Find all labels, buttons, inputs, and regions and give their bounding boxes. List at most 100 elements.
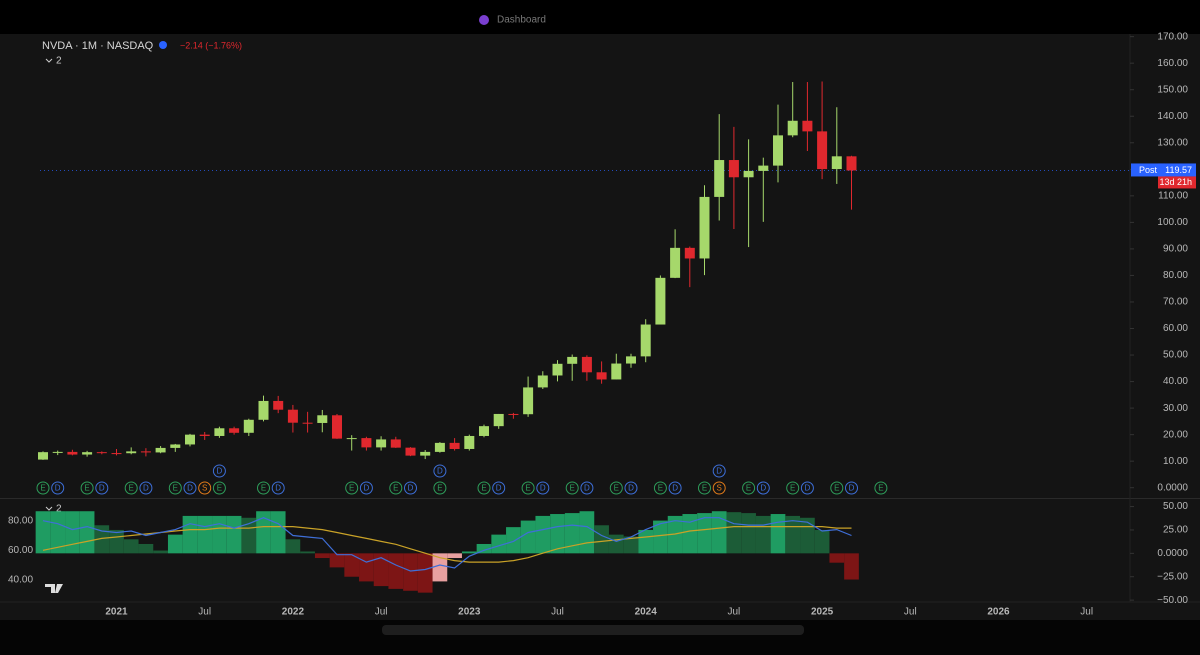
histogram-bar	[314, 553, 330, 559]
candle-body	[258, 400, 269, 420]
candle-body	[846, 156, 857, 171]
event-label: E	[746, 484, 751, 493]
histogram-bar	[829, 553, 845, 563]
candle-body	[479, 426, 489, 436]
histogram-bar	[520, 520, 536, 554]
y2-tick-label: 0.0000	[1157, 548, 1188, 559]
event-marker	[698, 481, 711, 495]
candle-body	[214, 428, 225, 436]
histogram-bar	[94, 525, 110, 554]
histogram-bar	[153, 550, 168, 554]
x-tick-label: 2026	[987, 607, 1010, 618]
y-tick-label: 110.00	[1158, 190, 1188, 201]
y-tick-label: 10.00	[1163, 456, 1188, 467]
bottom-toolbar[interactable]	[382, 625, 804, 635]
event-label: E	[349, 484, 354, 493]
histogram-bar	[359, 553, 374, 582]
indicator-count[interactable]: 2	[56, 56, 62, 67]
event-marker	[756, 481, 770, 495]
y-tick-label: 160.00	[1157, 58, 1188, 69]
histogram-bar	[653, 520, 668, 554]
event-label: D	[217, 467, 223, 476]
candle-body	[640, 324, 651, 357]
collapse-chevron[interactable]	[45, 506, 53, 511]
event-marker	[359, 481, 373, 495]
histogram-bar	[785, 515, 801, 554]
candle-body	[434, 442, 445, 452]
event-label: D	[540, 484, 546, 493]
event-marker	[168, 481, 182, 495]
event-label: E	[878, 484, 883, 493]
histogram-bar	[711, 511, 727, 554]
y-tick-label: 60.00	[1163, 323, 1188, 334]
event-label: S	[717, 484, 722, 493]
collapse-chevron[interactable]	[45, 58, 53, 63]
histogram-bar	[329, 553, 345, 568]
candle-body	[611, 363, 622, 380]
event-marker	[565, 481, 579, 495]
event-marker	[51, 481, 65, 495]
event-label: D	[55, 484, 61, 493]
candle-body	[537, 375, 548, 388]
event-label: E	[217, 484, 222, 493]
histogram-bar	[844, 553, 859, 580]
candle-body	[376, 439, 387, 448]
histogram-bar	[579, 511, 595, 554]
histogram-bar	[638, 529, 654, 554]
histogram-bar	[344, 553, 360, 577]
event-label: D	[143, 484, 149, 493]
candle-body	[626, 356, 636, 364]
last-price-label: 119.57	[1165, 165, 1192, 175]
event-marker	[257, 481, 270, 495]
y-tick-label: 170.00	[1157, 31, 1188, 42]
histogram-bar	[682, 514, 698, 554]
x-tick-label: Jul	[198, 607, 211, 618]
candle-body	[361, 438, 372, 448]
event-marker	[139, 481, 153, 495]
event-label: D	[496, 484, 502, 493]
histogram-bar	[270, 511, 286, 554]
candle-body	[802, 120, 813, 132]
candle-body	[581, 356, 592, 373]
symbol-title[interactable]: NVDA · 1M · NASDAQ	[42, 40, 154, 52]
y-tick-label: 50.00	[1163, 350, 1188, 361]
y2-tick-label: 25.00	[1163, 525, 1188, 536]
histogram-bar	[814, 529, 830, 554]
tab-title[interactable]: Dashboard	[497, 15, 546, 26]
event-marker	[800, 481, 814, 495]
histogram-bar	[550, 514, 565, 554]
event-label: E	[834, 484, 839, 493]
candle-body	[346, 438, 357, 440]
candle-body	[170, 444, 181, 448]
event-label: E	[261, 484, 266, 493]
status-dot	[159, 41, 167, 49]
candle-body	[317, 415, 328, 423]
event-label: D	[584, 484, 590, 493]
event-label: E	[525, 484, 530, 493]
event-label: D	[805, 484, 811, 493]
candle-body	[493, 413, 504, 427]
candle-body	[126, 451, 137, 454]
histogram-bar	[285, 539, 301, 554]
candle-body	[273, 400, 284, 410]
event-label: E	[129, 484, 134, 493]
x-tick-label: Jul	[375, 607, 388, 618]
candle-body	[82, 452, 93, 455]
event-marker	[345, 481, 359, 495]
event-label: D	[99, 484, 105, 493]
event-label: E	[84, 484, 89, 493]
x-tick-label: 2021	[105, 607, 128, 618]
x-tick-label: Jul	[728, 607, 741, 618]
event-label: D	[187, 484, 193, 493]
indicator-count[interactable]: 2	[56, 504, 62, 515]
candle-body	[743, 170, 754, 178]
event-label: D	[275, 484, 281, 493]
y-tick-label: 80.00	[1163, 270, 1188, 281]
event-marker	[668, 481, 682, 495]
candle-body	[758, 165, 769, 171]
histogram-bar	[755, 515, 771, 554]
y-tick-label: 40.00	[1163, 376, 1188, 387]
event-label: E	[790, 484, 795, 493]
x-tick-label: Jul	[904, 607, 917, 618]
